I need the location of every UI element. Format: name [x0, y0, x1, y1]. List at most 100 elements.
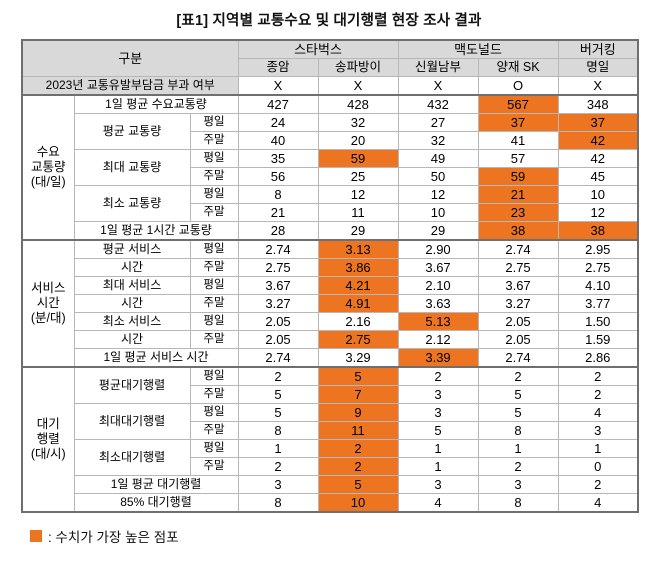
data-cell: 3.29 [317, 348, 399, 368]
data-cell: 3 [397, 403, 479, 422]
row-group-label-line: 수요 [36, 145, 60, 159]
data-cell: 2 [397, 366, 479, 386]
row-group-label: 수요 교통량 (대/일) [21, 94, 75, 241]
data-cell: 7 [317, 385, 399, 404]
data-cell: 8 [237, 421, 319, 440]
data-cell: 2.75 [477, 258, 559, 277]
legend: : 수치가 가장 높은 점포 [0, 513, 658, 546]
row-sublabel: 평일 [189, 312, 239, 331]
data-cell: 12 [397, 185, 479, 204]
row-group-label-line: 교통량 [30, 160, 66, 174]
row-sublabel: 주말 [189, 457, 239, 476]
row-label: 1일 평균 대기행렬 [73, 475, 239, 494]
row-group-label: 대기 행렬 (대/시) [21, 366, 75, 513]
data-cell: 45 [557, 167, 640, 186]
header-gubun: 구분 [21, 39, 239, 77]
row-label-levy: 2023년 교통유발부담금 부과 여부 [21, 76, 239, 96]
data-cell: 20 [317, 131, 399, 150]
data-cell: 2 [317, 439, 399, 458]
data-cell: 3.63 [397, 294, 479, 313]
data-cell: 10 [557, 185, 640, 204]
row-label: 시간 [73, 258, 191, 277]
table-row: 서비스 시간 (분/대) 평균 서비스 평일 2.74 3.13 2.90 2.74 2.95 [21, 239, 640, 368]
data-cell: 4 [397, 493, 479, 513]
row-group-label-line: 시간 [36, 296, 60, 310]
table-row: 대기 행렬 (대/시) 평균대기행렬 평일 2 5 2 2 2 [21, 366, 640, 513]
row-label: 평균대기행렬 [73, 366, 191, 404]
data-cell: 29 [397, 221, 479, 241]
row-sublabel: 평일 [189, 185, 239, 204]
data-cell: 3 [477, 475, 559, 494]
table-head: 구분 스타벅스 맥도널드 버거킹 종암 송파방이 신월남부 양재 SK 명일 [21, 39, 639, 77]
row-label: 85% 대기행렬 [73, 493, 239, 513]
data-cell: 4.91 [317, 294, 399, 313]
data-cell: 3.67 [397, 258, 479, 277]
data-cell: 2.12 [397, 330, 479, 349]
data-cell: 2 [237, 366, 319, 386]
table-row: 수요 교통량 (대/일) 1일 평균 수요교통량 427 428 432 567 348 [21, 94, 640, 241]
data-cell: 1.59 [557, 330, 640, 349]
data-cell: 1.50 [557, 312, 640, 331]
data-cell: 3.86 [317, 258, 399, 277]
data-cell: 4 [557, 403, 640, 422]
header-row-brands: 구분 스타벅스 맥도널드 버거킹 [21, 39, 639, 77]
data-cell: 41 [477, 131, 559, 150]
data-cell: 2 [557, 366, 640, 386]
legend-text: : 수치가 가장 높은 점포 [48, 530, 179, 545]
row-label: 최소 서비스 [73, 312, 191, 331]
data-cell: O [477, 76, 559, 96]
data-cell: 29 [317, 221, 399, 241]
data-cell: 27 [397, 113, 479, 132]
data-cell: 5.13 [397, 312, 479, 331]
data-cell: 428 [317, 94, 399, 114]
table-row: 시간 주말 3.27 4.91 3.63 3.27 3.77 [22, 294, 640, 313]
data-cell: 3.27 [237, 294, 319, 313]
data-cell: 2.75 [557, 258, 640, 277]
row-sublabel: 평일 [189, 239, 239, 259]
data-cell: 59 [317, 149, 399, 168]
data-cell: 3.67 [237, 276, 319, 295]
data-cell: 21 [237, 203, 319, 222]
data-cell: 8 [477, 421, 559, 440]
table-row: 최대대기행렬 평일 5 9 3 5 4 [22, 403, 640, 440]
data-cell: X [237, 76, 319, 96]
data-cell: 21 [477, 185, 559, 204]
data-cell: 2 [317, 457, 399, 476]
data-cell: 2.05 [237, 312, 319, 331]
row-sublabel: 평일 [189, 276, 239, 295]
survey-table: 구분 스타벅스 맥도널드 버거킹 종암 송파방이 신월남부 양재 SK 명일 2… [21, 39, 640, 513]
table-row: 1일 평균 1시간 교통량 28 29 29 38 38 [22, 221, 640, 241]
data-cell: 37 [557, 113, 640, 132]
table-row: 주말 56 25 50 59 45 [22, 167, 640, 186]
data-cell: 3.77 [557, 294, 640, 313]
table-row: 시간 주말 2.05 2.75 2.12 2.05 1.59 [22, 330, 640, 349]
data-cell: 56 [237, 167, 319, 186]
data-cell: 5 [317, 475, 399, 494]
data-cell: 3 [397, 385, 479, 404]
data-cell: 2 [477, 457, 559, 476]
legend-swatch-icon [30, 530, 42, 542]
data-cell: 2.05 [477, 312, 559, 331]
data-cell: X [557, 76, 640, 96]
data-cell: 10 [397, 203, 479, 222]
row-label: 평균 서비스 [73, 239, 191, 259]
row-group-label-line: 대기 [36, 417, 60, 431]
row-sublabel: 평일 [189, 149, 239, 168]
data-cell: 42 [557, 149, 640, 168]
data-cell: 1 [237, 439, 319, 458]
data-cell: 8 [477, 493, 559, 513]
data-cell: 567 [477, 94, 559, 114]
data-cell: 38 [557, 221, 640, 241]
data-cell: 2 [557, 475, 640, 494]
table-row: 2023년 교통유발부담금 부과 여부 X X X O X [21, 76, 640, 96]
header-brand-burgerking: 버거킹 [557, 39, 639, 59]
row-sublabel: 주말 [189, 203, 239, 222]
data-cell: X [397, 76, 479, 96]
data-cell: X [317, 76, 399, 96]
data-cell: 5 [317, 366, 399, 386]
row-sublabel: 주말 [189, 131, 239, 150]
data-cell: 42 [557, 131, 640, 150]
data-cell: 3.39 [397, 348, 479, 368]
data-cell: 40 [237, 131, 319, 150]
